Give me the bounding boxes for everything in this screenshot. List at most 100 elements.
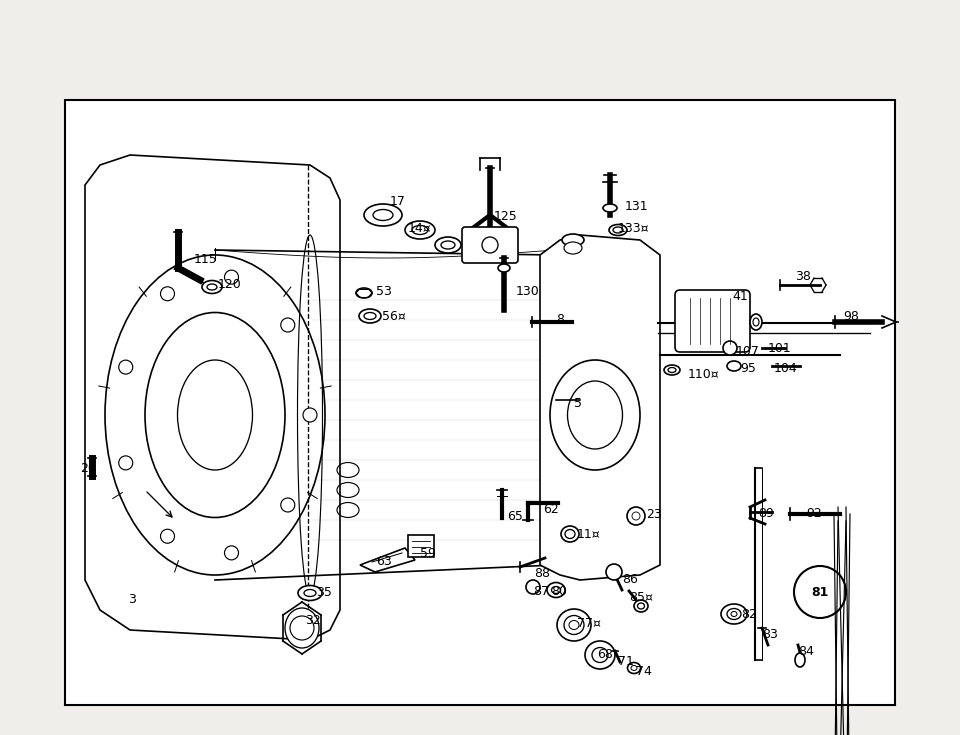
Ellipse shape <box>207 284 217 290</box>
Polygon shape <box>85 155 340 640</box>
Ellipse shape <box>603 204 617 212</box>
Text: 86: 86 <box>622 573 637 586</box>
Ellipse shape <box>634 600 648 612</box>
Ellipse shape <box>564 615 584 634</box>
Circle shape <box>225 270 238 284</box>
Ellipse shape <box>564 242 582 254</box>
Ellipse shape <box>569 620 579 629</box>
Text: 98: 98 <box>843 310 859 323</box>
FancyBboxPatch shape <box>65 100 895 705</box>
Text: 89: 89 <box>758 507 774 520</box>
Text: 53: 53 <box>376 285 392 298</box>
Ellipse shape <box>285 608 319 648</box>
Ellipse shape <box>441 241 455 249</box>
Ellipse shape <box>561 526 579 542</box>
Text: 35: 35 <box>316 586 332 599</box>
Ellipse shape <box>547 583 565 598</box>
Circle shape <box>160 287 175 301</box>
Polygon shape <box>360 548 415 572</box>
Ellipse shape <box>731 612 737 617</box>
Ellipse shape <box>727 609 741 620</box>
Text: 68: 68 <box>597 648 612 661</box>
Text: 71: 71 <box>618 655 634 668</box>
Circle shape <box>632 512 640 520</box>
Text: 83: 83 <box>762 628 778 641</box>
Ellipse shape <box>551 587 561 593</box>
Text: 88: 88 <box>534 567 550 580</box>
Ellipse shape <box>609 224 627 235</box>
Text: 131: 131 <box>625 200 649 213</box>
Text: 95: 95 <box>740 362 756 375</box>
Text: 104: 104 <box>774 362 798 375</box>
Text: 92: 92 <box>806 507 822 520</box>
Ellipse shape <box>727 361 741 371</box>
Polygon shape <box>540 235 660 580</box>
Ellipse shape <box>631 665 637 670</box>
Text: 38: 38 <box>795 270 811 283</box>
Circle shape <box>160 529 175 543</box>
Circle shape <box>303 408 317 422</box>
Circle shape <box>290 616 314 640</box>
Text: 125: 125 <box>494 210 517 223</box>
Text: 14¤: 14¤ <box>408 222 432 235</box>
Ellipse shape <box>356 288 372 298</box>
Ellipse shape <box>637 603 644 609</box>
Ellipse shape <box>592 648 608 662</box>
Ellipse shape <box>585 641 615 669</box>
Text: 74: 74 <box>636 665 652 678</box>
Text: 63: 63 <box>376 555 392 568</box>
Ellipse shape <box>628 662 640 673</box>
Text: 110¤: 110¤ <box>688 368 720 381</box>
Text: 87: 87 <box>533 585 549 598</box>
Text: 107: 107 <box>736 345 760 358</box>
Ellipse shape <box>557 609 591 641</box>
Text: 77¤: 77¤ <box>577 617 601 630</box>
FancyBboxPatch shape <box>462 227 518 263</box>
Text: 82: 82 <box>741 608 756 621</box>
Ellipse shape <box>562 234 584 246</box>
Text: 80: 80 <box>551 585 567 598</box>
Text: 84: 84 <box>798 645 814 658</box>
Text: 5: 5 <box>574 397 582 410</box>
Ellipse shape <box>567 381 622 449</box>
Text: 3: 3 <box>128 593 136 606</box>
Text: 59: 59 <box>420 547 436 560</box>
Ellipse shape <box>565 529 575 539</box>
Ellipse shape <box>304 589 316 597</box>
Text: 56¤: 56¤ <box>382 310 406 323</box>
Circle shape <box>526 580 540 594</box>
Text: 41: 41 <box>732 290 748 303</box>
FancyBboxPatch shape <box>675 290 750 352</box>
Circle shape <box>119 456 132 470</box>
Ellipse shape <box>405 221 435 239</box>
Text: 32: 32 <box>305 614 321 627</box>
Circle shape <box>119 360 132 374</box>
Ellipse shape <box>750 314 762 330</box>
Circle shape <box>280 318 295 332</box>
Ellipse shape <box>753 318 759 326</box>
Ellipse shape <box>664 365 680 375</box>
Text: 20: 20 <box>80 462 96 475</box>
Text: 62: 62 <box>543 503 559 516</box>
Circle shape <box>225 546 238 560</box>
Ellipse shape <box>613 227 623 233</box>
Ellipse shape <box>668 368 676 373</box>
Ellipse shape <box>178 360 252 470</box>
FancyBboxPatch shape <box>408 535 434 557</box>
Circle shape <box>723 341 737 355</box>
Text: 11¤: 11¤ <box>577 528 601 541</box>
Circle shape <box>606 564 622 580</box>
Text: 115: 115 <box>194 253 218 266</box>
Text: 8: 8 <box>556 313 564 326</box>
Ellipse shape <box>359 309 381 323</box>
Ellipse shape <box>145 312 285 517</box>
Text: 133¤: 133¤ <box>618 222 650 235</box>
Text: 65: 65 <box>507 510 523 523</box>
Ellipse shape <box>412 226 428 234</box>
Ellipse shape <box>202 281 222 293</box>
Circle shape <box>794 566 846 618</box>
Text: 17: 17 <box>390 195 406 208</box>
Ellipse shape <box>550 360 640 470</box>
Text: 81: 81 <box>811 586 828 598</box>
Ellipse shape <box>435 237 461 253</box>
